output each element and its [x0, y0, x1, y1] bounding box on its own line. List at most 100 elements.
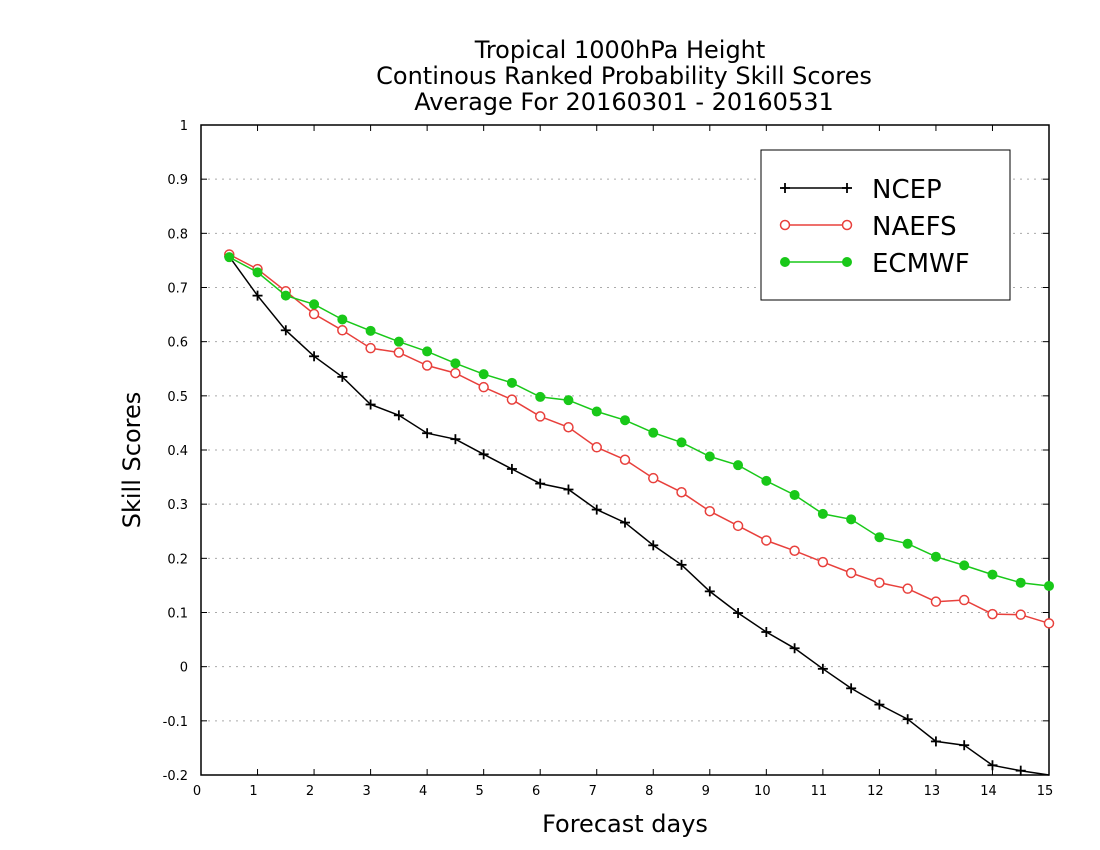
- legend-label-ncep: NCEP: [872, 175, 942, 205]
- legend-marker-ecmwf: [842, 257, 852, 267]
- data-point-ncep: [704, 586, 715, 597]
- data-point-naefs: [789, 545, 800, 556]
- data-point-ecmwf: [648, 427, 659, 438]
- data-point-ncep: [422, 428, 433, 439]
- data-point-ncep: [676, 559, 687, 570]
- y-tick-label: -0.2: [163, 769, 188, 784]
- data-point-naefs: [930, 596, 942, 607]
- data-point-ecmwf: [309, 299, 320, 310]
- data-point-ecmwf: [987, 569, 998, 580]
- y-tick-label: 0.3: [167, 498, 188, 513]
- y-tick-label: 0.4: [167, 444, 188, 459]
- data-point-ncep: [648, 540, 659, 551]
- data-point-naefs: [874, 577, 885, 588]
- data-point-ncep: [478, 449, 489, 460]
- data-point-ncep: [620, 517, 630, 528]
- x-tick-label: 12: [867, 784, 884, 799]
- data-point-ncep: [987, 760, 998, 771]
- legend-marker-naefs: [841, 219, 853, 231]
- data-point-naefs: [365, 342, 376, 354]
- data-point-ncep: [309, 351, 320, 362]
- data-point-ecmwf: [874, 532, 885, 543]
- data-point-ncep: [252, 290, 263, 301]
- data-point-ecmwf: [393, 336, 404, 347]
- data-point-naefs: [987, 608, 998, 620]
- data-point-ecmwf: [676, 437, 687, 448]
- data-point-naefs: [619, 454, 631, 465]
- data-point-naefs: [732, 520, 744, 532]
- y-tick-label: 0.6: [167, 336, 188, 351]
- data-point-naefs: [676, 487, 687, 498]
- chart-title-line-2: Continous Ranked Probability Skill Score…: [376, 62, 872, 90]
- x-tick-label: 11: [811, 784, 828, 799]
- x-tick-label: 15: [1037, 784, 1054, 799]
- data-point-ncep: [591, 504, 602, 515]
- data-point-ncep: [902, 714, 913, 725]
- data-point-naefs: [563, 422, 574, 433]
- data-point-ecmwf: [846, 514, 857, 525]
- x-tick-label: 6: [532, 784, 540, 799]
- data-point-naefs: [506, 394, 518, 405]
- data-point-naefs: [704, 505, 716, 517]
- data-point-naefs: [1015, 609, 1026, 620]
- data-point-naefs: [478, 381, 489, 393]
- x-tick-label: 8: [645, 784, 653, 799]
- data-point-ncep: [365, 399, 376, 410]
- data-point-naefs: [958, 594, 970, 606]
- gridlines: [201, 178, 1049, 722]
- series-ecmwf: [224, 252, 1054, 591]
- data-point-naefs: [421, 360, 433, 371]
- data-point-ecmwf: [761, 475, 772, 486]
- x-tick-label: 5: [476, 784, 484, 799]
- data-point-ecmwf: [478, 369, 489, 380]
- data-point-naefs: [761, 535, 772, 546]
- y-tick-label: -0.1: [163, 715, 188, 730]
- data-point-ecmwf: [224, 252, 235, 263]
- y-tick-label: 0.5: [167, 390, 188, 405]
- data-point-ncep: [450, 434, 461, 445]
- data-point-ecmwf: [959, 560, 970, 571]
- data-point-ecmwf: [450, 358, 461, 369]
- data-point-naefs: [817, 556, 829, 568]
- series-line-ecmwf: [228, 256, 1050, 587]
- series-naefs: [224, 249, 1055, 629]
- axis-ticks: -0.2-0.100.10.20.30.40.50.60.70.80.910 1 2…: [163, 119, 1054, 799]
- y-tick-label: 0.9: [167, 173, 188, 188]
- series-ncep: [224, 251, 1050, 776]
- data-point-naefs: [1043, 618, 1055, 629]
- data-point-ecmwf: [704, 451, 715, 462]
- chart-title-line-1: Tropical 1000hPa Height: [474, 36, 766, 64]
- legend: NCEP NAEFS ECMWF: [760, 149, 1011, 301]
- data-point-naefs: [450, 367, 461, 379]
- x-tick-label: 14: [980, 784, 997, 799]
- data-point-ecmwf: [563, 395, 574, 406]
- x-tick-label: 10: [754, 784, 771, 799]
- x-tick-label: 9: [702, 784, 710, 799]
- data-point-ecmwf: [733, 460, 744, 471]
- data-point-ncep: [761, 627, 772, 637]
- series-line-ncep: [228, 256, 1050, 776]
- data-point-ecmwf: [252, 267, 263, 278]
- data-point-ncep: [959, 740, 970, 751]
- data-point-ecmwf: [591, 406, 602, 417]
- data-point-naefs: [337, 325, 348, 336]
- data-point-ncep: [337, 371, 348, 382]
- legend-marker-ncep: [842, 183, 852, 193]
- data-point-ncep: [1015, 765, 1026, 776]
- x-tick-label: 1: [249, 784, 257, 799]
- y-tick-label: 0.1: [167, 607, 188, 622]
- x-tick-label: 4: [419, 784, 427, 799]
- y-tick-label: 0: [180, 661, 188, 676]
- data-point-naefs: [591, 442, 602, 453]
- x-axis-label: Forecast days: [542, 810, 708, 838]
- x-tick-label: 2: [306, 784, 314, 799]
- y-axis-label: Skill Scores: [118, 392, 146, 529]
- data-point-ncep: [506, 463, 517, 474]
- data-point-ecmwf: [1015, 577, 1026, 588]
- data-point-naefs: [845, 567, 857, 579]
- y-tick-label: 1: [180, 119, 188, 134]
- legend-marker-ncep: [780, 183, 790, 193]
- data-point-naefs: [902, 583, 913, 594]
